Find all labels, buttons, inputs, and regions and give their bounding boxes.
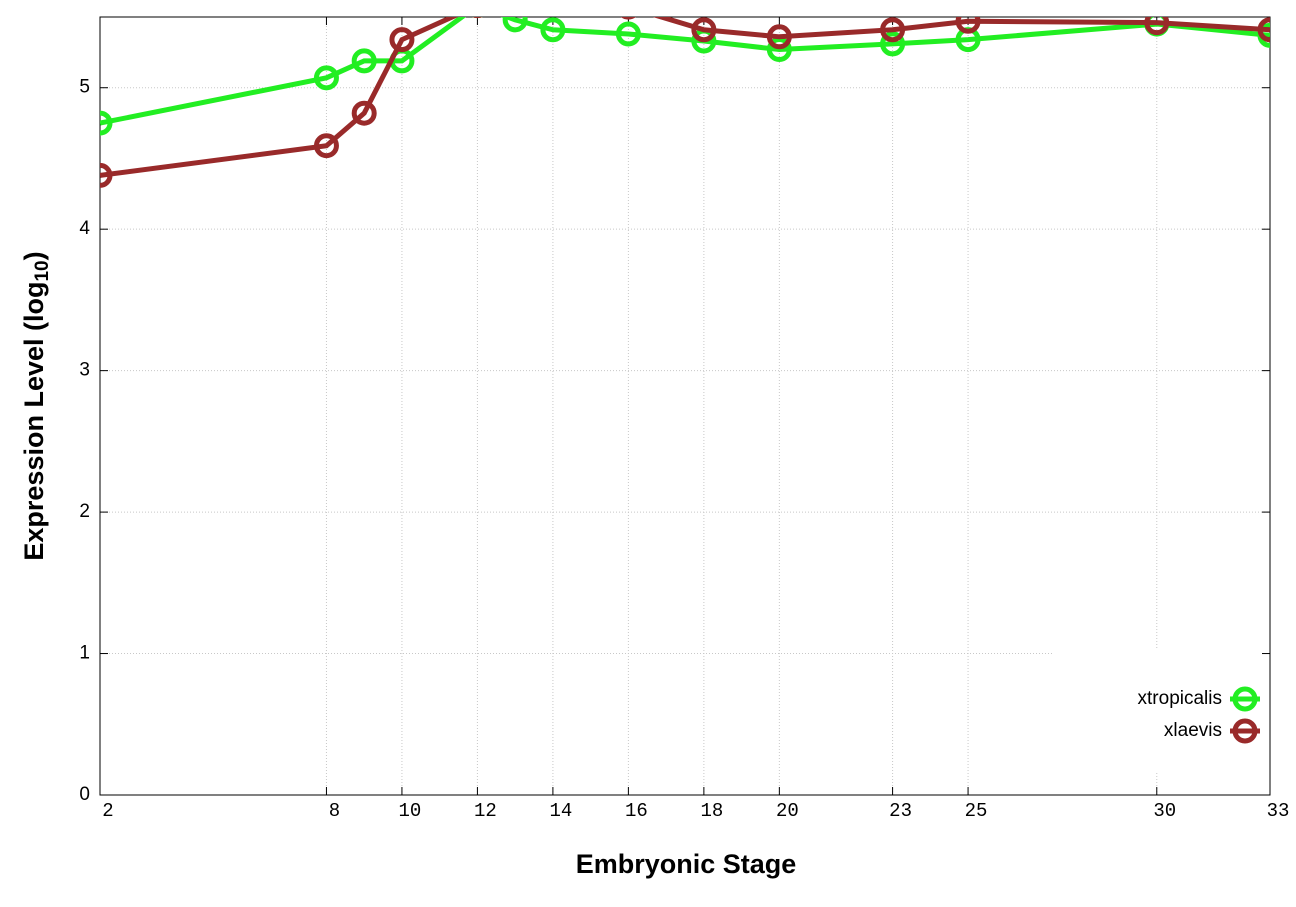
x-tick-label: 33: [1267, 800, 1290, 822]
series-line: [100, 17, 1270, 178]
legend-marker: [1232, 686, 1258, 712]
data-point: [100, 110, 113, 136]
legend-label: xlaevis: [1164, 720, 1222, 741]
data-point: [540, 17, 566, 43]
plot-area: [100, 0, 1270, 188]
data-point: [766, 37, 792, 63]
y-tick-label: 2: [79, 501, 90, 522]
data-point: [313, 133, 339, 159]
x-tick-label: 8: [329, 800, 340, 822]
data-point: [1257, 17, 1270, 43]
y-axis-label: Expression Level (log10): [19, 251, 53, 560]
data-point: [351, 100, 377, 126]
data-point: [543, 0, 563, 13]
data-point: [620, 17, 637, 20]
data-point: [880, 31, 906, 57]
legend-marker: [1232, 718, 1258, 744]
data-point: [472, 17, 483, 19]
data-point: [472, 17, 483, 19]
x-tick-label: 12: [474, 800, 497, 822]
x-tick-label: 16: [625, 800, 648, 822]
data-point: [615, 21, 641, 47]
data-point: [691, 17, 717, 43]
data-point: [880, 17, 906, 43]
data-point: [505, 0, 525, 13]
legend-label: xtropicalis: [1138, 688, 1222, 709]
data-point: [955, 17, 981, 34]
data-point: [1144, 17, 1170, 36]
y-tick-label: 5: [79, 77, 90, 98]
y-label-text: Expression Level (log: [19, 282, 49, 561]
plot-frame: [99, 16, 1271, 796]
data-point: [351, 48, 377, 74]
data-point: [313, 65, 339, 91]
y-label-subscript: 10: [32, 260, 53, 281]
y-tick-label: 3: [79, 360, 90, 381]
x-tick-label: 14: [549, 800, 572, 822]
x-tick-label: 18: [700, 800, 723, 822]
y-tick-label: 4: [79, 218, 90, 239]
x-tick-label: 25: [965, 800, 988, 822]
y-tick-label: 0: [79, 784, 90, 805]
x-axis-label: Embryonic Stage: [576, 849, 797, 879]
data-point: [389, 27, 415, 53]
x-tick-label: 30: [1153, 800, 1176, 822]
legend-box: [1052, 649, 1262, 773]
y-label-suffix: ): [19, 251, 49, 260]
data-point: [766, 24, 792, 50]
x-tick-label: 2: [102, 800, 113, 822]
y-tick-label: 1: [79, 643, 90, 664]
x-tick-label: 23: [889, 800, 912, 822]
data-point: [100, 162, 113, 188]
x-tick-label: 10: [399, 800, 422, 822]
series-line: [100, 17, 1270, 126]
x-tick-label: 20: [776, 800, 799, 822]
data-point: [502, 17, 528, 33]
